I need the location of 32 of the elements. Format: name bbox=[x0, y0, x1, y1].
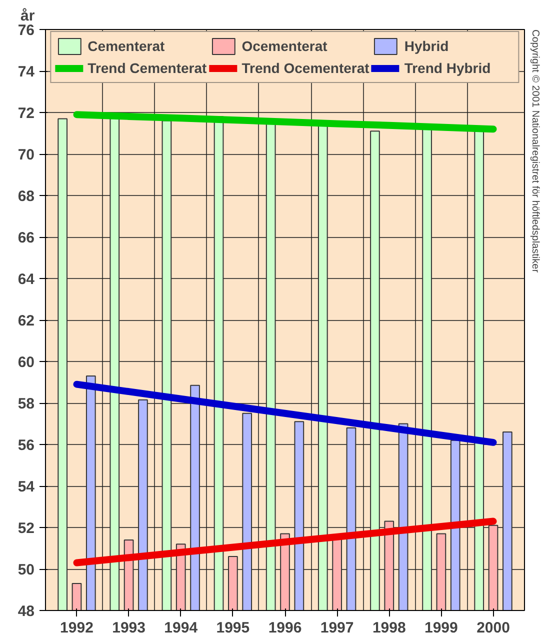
legend-label: Trend Ocementerat bbox=[242, 60, 370, 76]
y-tick-label: 50 bbox=[18, 562, 35, 578]
y-tick-label: 76 bbox=[18, 22, 35, 39]
y-tick-label: 74 bbox=[18, 64, 36, 80]
legend-label: Trend Cementerat bbox=[88, 60, 207, 76]
y-tick-label: 48 bbox=[18, 603, 35, 620]
y-tick-label: 54 bbox=[18, 478, 36, 496]
legend-label: Cementerat bbox=[88, 38, 166, 54]
x-tick-label: 1997 bbox=[320, 620, 354, 635]
y-tick-label: 52 bbox=[18, 520, 35, 537]
y-axis-title: år bbox=[20, 8, 35, 24]
y-tick-label: 56 bbox=[18, 437, 35, 454]
x-tick-label: 1994 bbox=[164, 620, 198, 635]
x-tick-label: 1993 bbox=[112, 620, 146, 635]
y-tick-label: 62 bbox=[18, 312, 35, 330]
y-tick-label: 70 bbox=[18, 146, 35, 164]
legend-label: Ocementerat bbox=[242, 38, 328, 54]
x-tick-label: 1992 bbox=[60, 620, 94, 635]
text: Copyright © 2001 Nationalregistret för höftledsplastiker bbox=[530, 30, 540, 274]
y-tick-label: 68 bbox=[18, 188, 35, 205]
y-tick-label: 64 bbox=[18, 271, 36, 288]
y-tick-label: 72 bbox=[18, 105, 35, 122]
x-tick-label: 1998 bbox=[372, 620, 406, 635]
x-tick-label: 1996 bbox=[268, 620, 302, 635]
y-tick-label: 58 bbox=[18, 396, 35, 412]
x-tick-label: 1999 bbox=[424, 620, 458, 635]
x-tick-label: 2000 bbox=[476, 620, 510, 635]
legend-label: Trend Hybrid bbox=[404, 60, 492, 76]
legend-label: Hybrid bbox=[404, 38, 450, 54]
y-tick-label: 66 bbox=[18, 230, 35, 246]
y-tick-label: 60 bbox=[18, 354, 35, 371]
x-tick-label: 1995 bbox=[216, 620, 250, 635]
